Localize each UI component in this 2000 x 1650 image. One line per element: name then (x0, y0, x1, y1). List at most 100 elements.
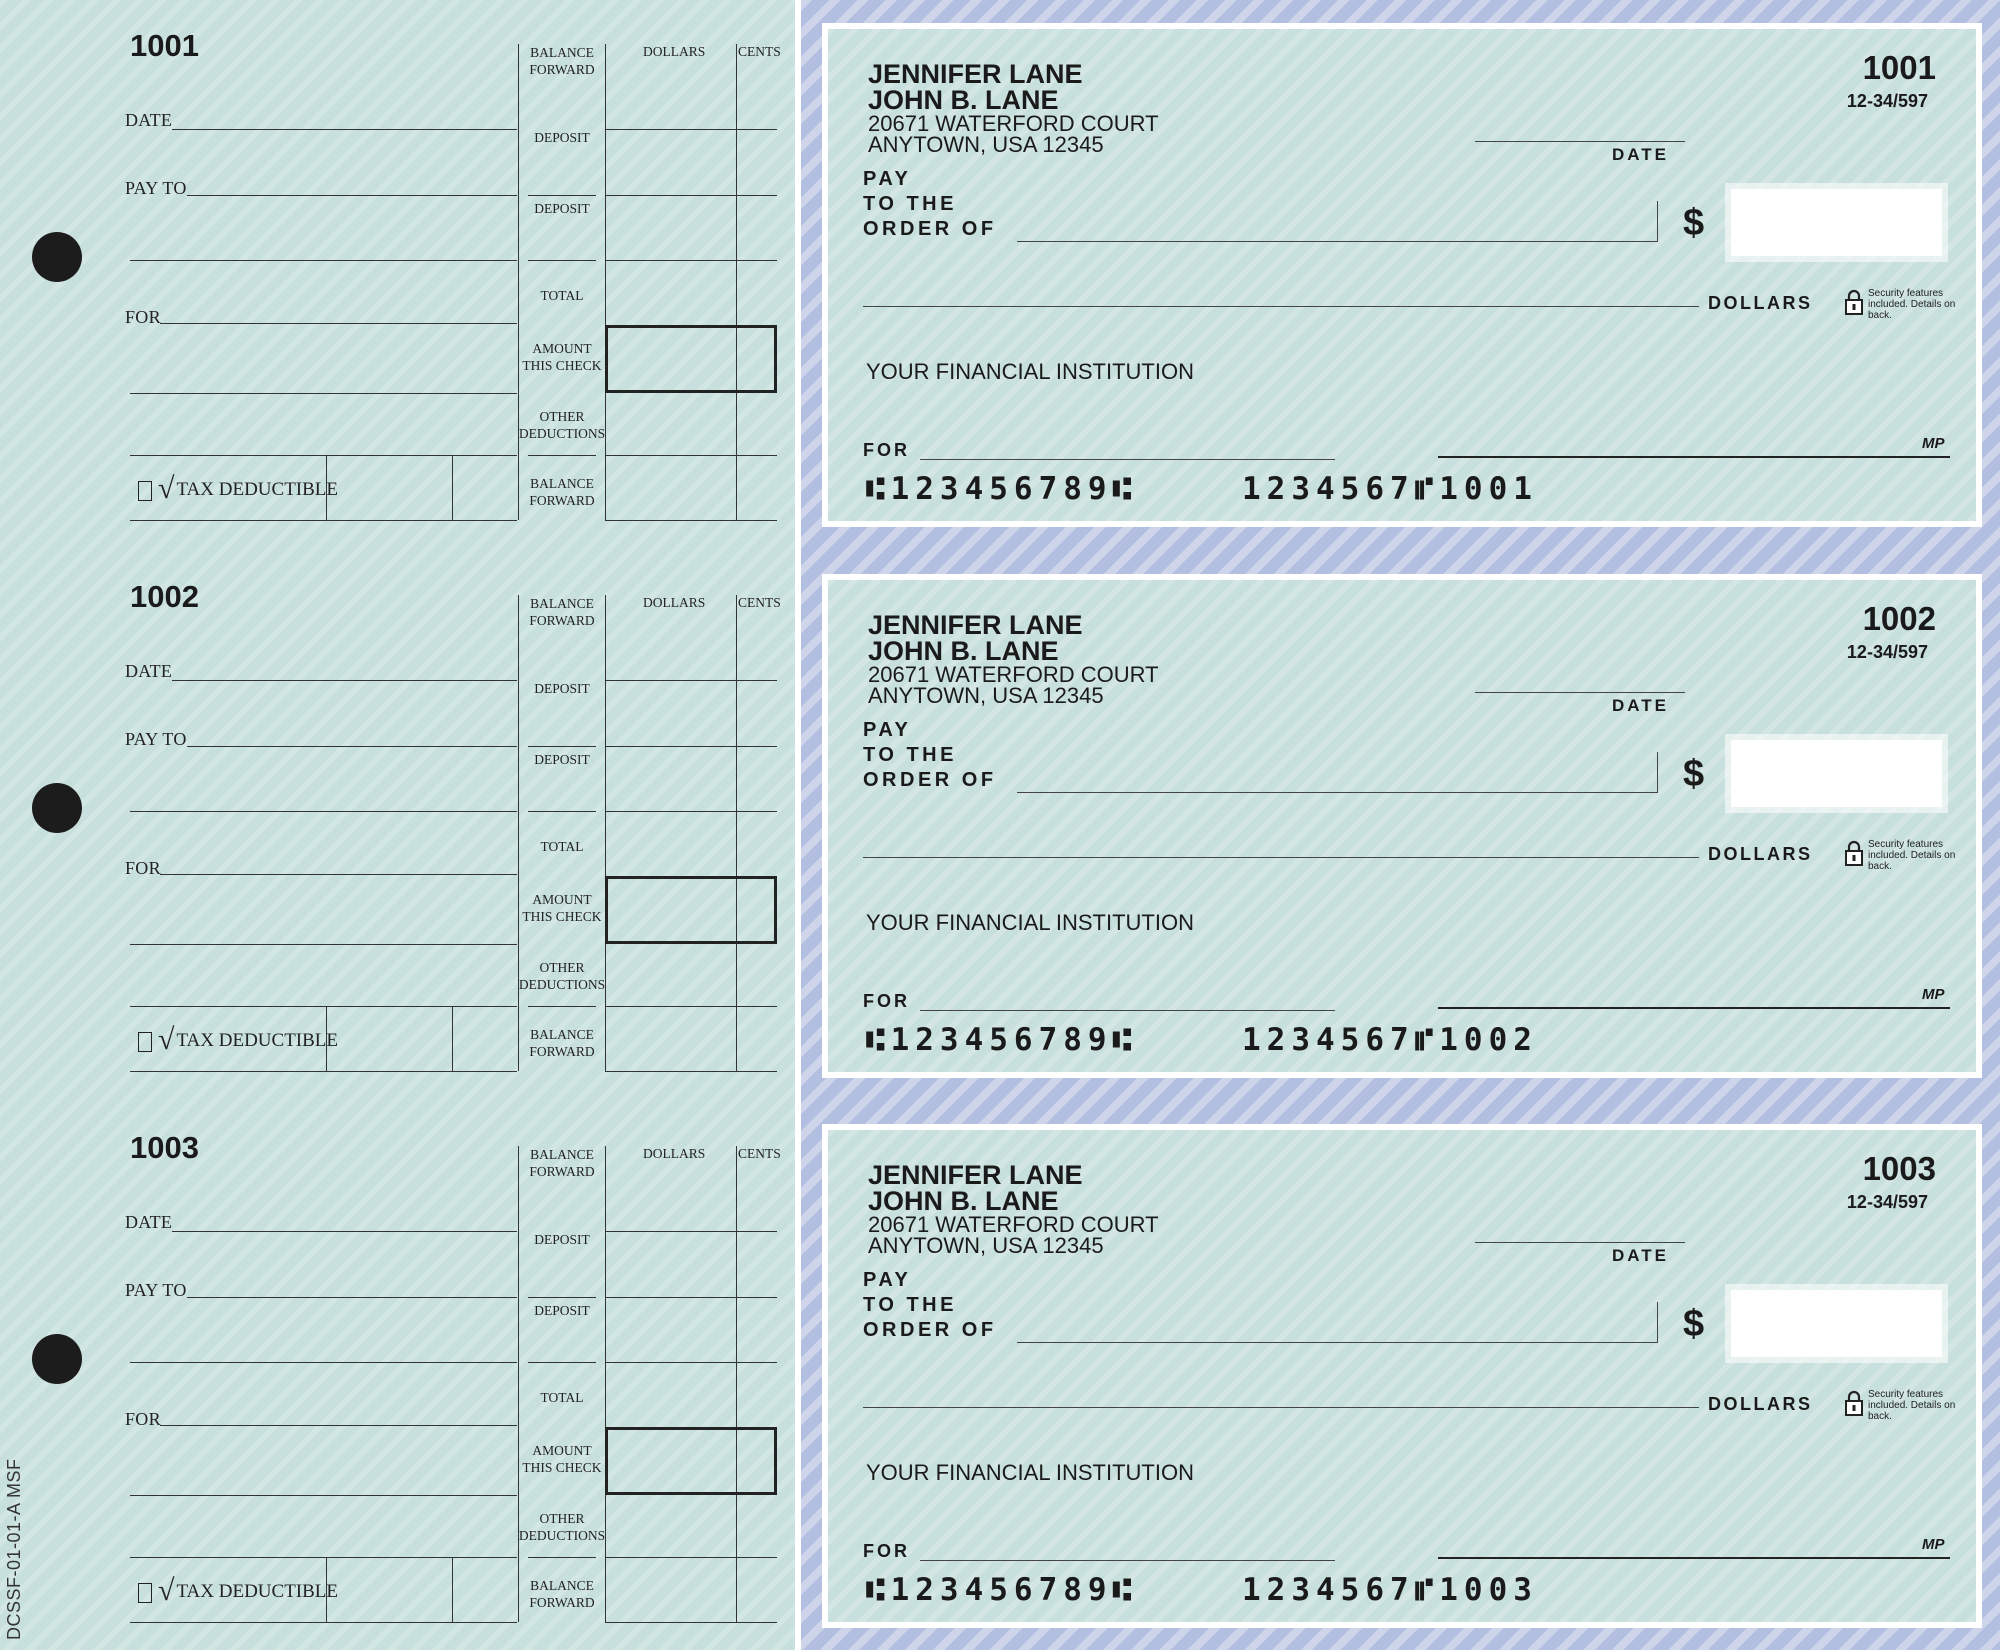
stub-payto-field-2[interactable] (130, 811, 517, 812)
dollars-column-header: DOLLARS (643, 595, 706, 610)
signature-field[interactable] (1438, 456, 1950, 458)
security-features-note: Security features included. Details on b… (1868, 288, 1956, 321)
dollars-label: DOLLARS (1708, 1394, 1813, 1414)
stub-payto-label: PAY TO (125, 1280, 187, 1300)
memo-label: FOR (863, 991, 910, 1011)
date-field[interactable] (1475, 1242, 1685, 1243)
check-stub-1003: 1003 DATE PAY TO FOR √ TAX DEDUCTIBLE DOL… (0, 1130, 795, 1650)
register-line (605, 1362, 777, 1363)
stub-payto-field[interactable] (187, 1297, 517, 1298)
pay-label-3: ORDER OF (863, 769, 997, 791)
memo-field[interactable] (920, 1010, 1335, 1011)
account-holder-name-2: JOHN B. LANE (868, 636, 1059, 666)
payee-field-end (1657, 201, 1658, 242)
stub-for-label: FOR (125, 307, 161, 327)
dollar-sign: $ (1683, 202, 1705, 244)
stub-payto-field-2[interactable] (130, 1362, 517, 1363)
stub-payto-field[interactable] (187, 195, 517, 196)
stub-date-field[interactable] (172, 680, 517, 681)
stub-for-field-2[interactable] (130, 393, 517, 394)
stub-cell-divider (326, 455, 327, 520)
amount-words-field[interactable] (863, 857, 1699, 858)
register-rule (605, 1146, 606, 1622)
date-field[interactable] (1475, 141, 1685, 142)
register-line (605, 260, 777, 261)
total-label: TOTAL (540, 1390, 584, 1405)
register-rule (736, 1146, 737, 1622)
check-1003: JENNIFER LANE JOHN B. LANE 20671 WATERFO… (822, 1124, 1982, 1628)
deposit-label: DEPOSIT (534, 1232, 590, 1247)
account-holder-name-2: JOHN B. LANE (868, 1186, 1059, 1216)
stub-date-field[interactable] (172, 129, 517, 130)
memo-label: FOR (863, 440, 910, 460)
register-line (605, 1231, 777, 1232)
holder-address-city: ANYTOWN, USA 12345 (868, 1233, 1104, 1258)
cents-column-header: CENTS (738, 1146, 781, 1161)
other-deductions-label: OTHER DEDUCTIONS (518, 960, 606, 992)
balance-forward-label: BALANCE FORWARD (529, 1027, 595, 1059)
amount-field[interactable] (1731, 1290, 1942, 1357)
cents-column-header: CENTS (738, 44, 781, 59)
payee-field[interactable] (1017, 1342, 1657, 1343)
check-stub-1002: 1002 DATE PAY TO FOR √ TAX DEDUCTIBLE DOL… (0, 579, 795, 1099)
stub-payto-label: PAY TO (125, 178, 187, 198)
amount-field[interactable] (1731, 189, 1942, 256)
stub-cell-divider (452, 455, 453, 520)
stub-for-field[interactable] (160, 1425, 517, 1426)
amount-this-check-box[interactable] (605, 325, 777, 393)
register-rule (736, 595, 737, 1071)
stub-payto-field[interactable] (187, 746, 517, 747)
holder-address-street: 20671 WATERFORD COURT (868, 662, 1159, 687)
stub-date-field[interactable] (172, 1231, 517, 1232)
tax-deductible-checkbox[interactable] (138, 1583, 152, 1603)
security-features-note: Security features included. Details on b… (1868, 1389, 1956, 1422)
amount-this-check-box[interactable] (605, 876, 777, 944)
check-number: 1001 (1862, 49, 1936, 86)
stub-date-label: DATE (125, 1212, 173, 1232)
stub-bottom-line (130, 1622, 517, 1623)
amount-this-check-label: AMOUNT THIS CHECK (522, 892, 602, 924)
stub-for-label: FOR (125, 858, 161, 878)
stub-for-field-2[interactable] (130, 944, 517, 945)
routing-fraction: 12-34/597 (1846, 91, 1928, 111)
amount-this-check-box[interactable] (605, 1427, 777, 1495)
stub-cell-divider (326, 1006, 327, 1071)
dollars-column-header: DOLLARS (643, 1146, 706, 1161)
register-line (605, 195, 777, 196)
date-label: DATE (1612, 696, 1670, 715)
pay-label-2: TO THE (863, 744, 957, 766)
register-line (605, 1006, 777, 1007)
amount-words-field[interactable] (863, 1407, 1699, 1408)
register-line (528, 811, 596, 812)
micr-routing-number: ⑆123456789⑆ (866, 471, 1138, 507)
signature-field[interactable] (1438, 1007, 1950, 1009)
payee-field[interactable] (1017, 241, 1657, 242)
dollar-sign: $ (1683, 1303, 1705, 1345)
amount-words-field[interactable] (863, 306, 1699, 307)
amount-field[interactable] (1731, 740, 1942, 807)
register-line (605, 1557, 777, 1558)
tax-deductible-label: √ TAX DEDUCTIBLE (158, 1574, 339, 1607)
memo-field[interactable] (920, 459, 1335, 460)
balance-forward-label: BALANCE FORWARD (529, 596, 595, 628)
register-left-rule (518, 1146, 519, 1622)
holder-address-city: ANYTOWN, USA 12345 (868, 683, 1104, 708)
stub-for-field[interactable] (160, 323, 517, 324)
stub-for-field-2[interactable] (130, 1495, 517, 1496)
memo-field[interactable] (920, 1560, 1335, 1561)
payee-field[interactable] (1017, 792, 1657, 793)
pay-label: PAY (863, 719, 912, 741)
tax-deductible-label: √ TAX DEDUCTIBLE (158, 1023, 339, 1056)
stub-payto-field-2[interactable] (130, 260, 517, 261)
signature-field[interactable] (1438, 1557, 1950, 1559)
tax-deductible-checkbox[interactable] (138, 481, 152, 501)
date-field[interactable] (1475, 692, 1685, 693)
check-stub-1001: 1001 DATE PAY TO FOR √ TAX DEDUCTIBLE DOL… (0, 28, 795, 548)
register-line (605, 1622, 777, 1623)
account-holder-name: JENNIFER LANE (868, 59, 1083, 89)
stub-for-field[interactable] (160, 874, 517, 875)
deposit-label: DEPOSIT (534, 201, 590, 216)
register-line (528, 455, 596, 456)
micr-routing-number: ⑆123456789⑆ (866, 1022, 1138, 1058)
tax-deductible-checkbox[interactable] (138, 1032, 152, 1052)
